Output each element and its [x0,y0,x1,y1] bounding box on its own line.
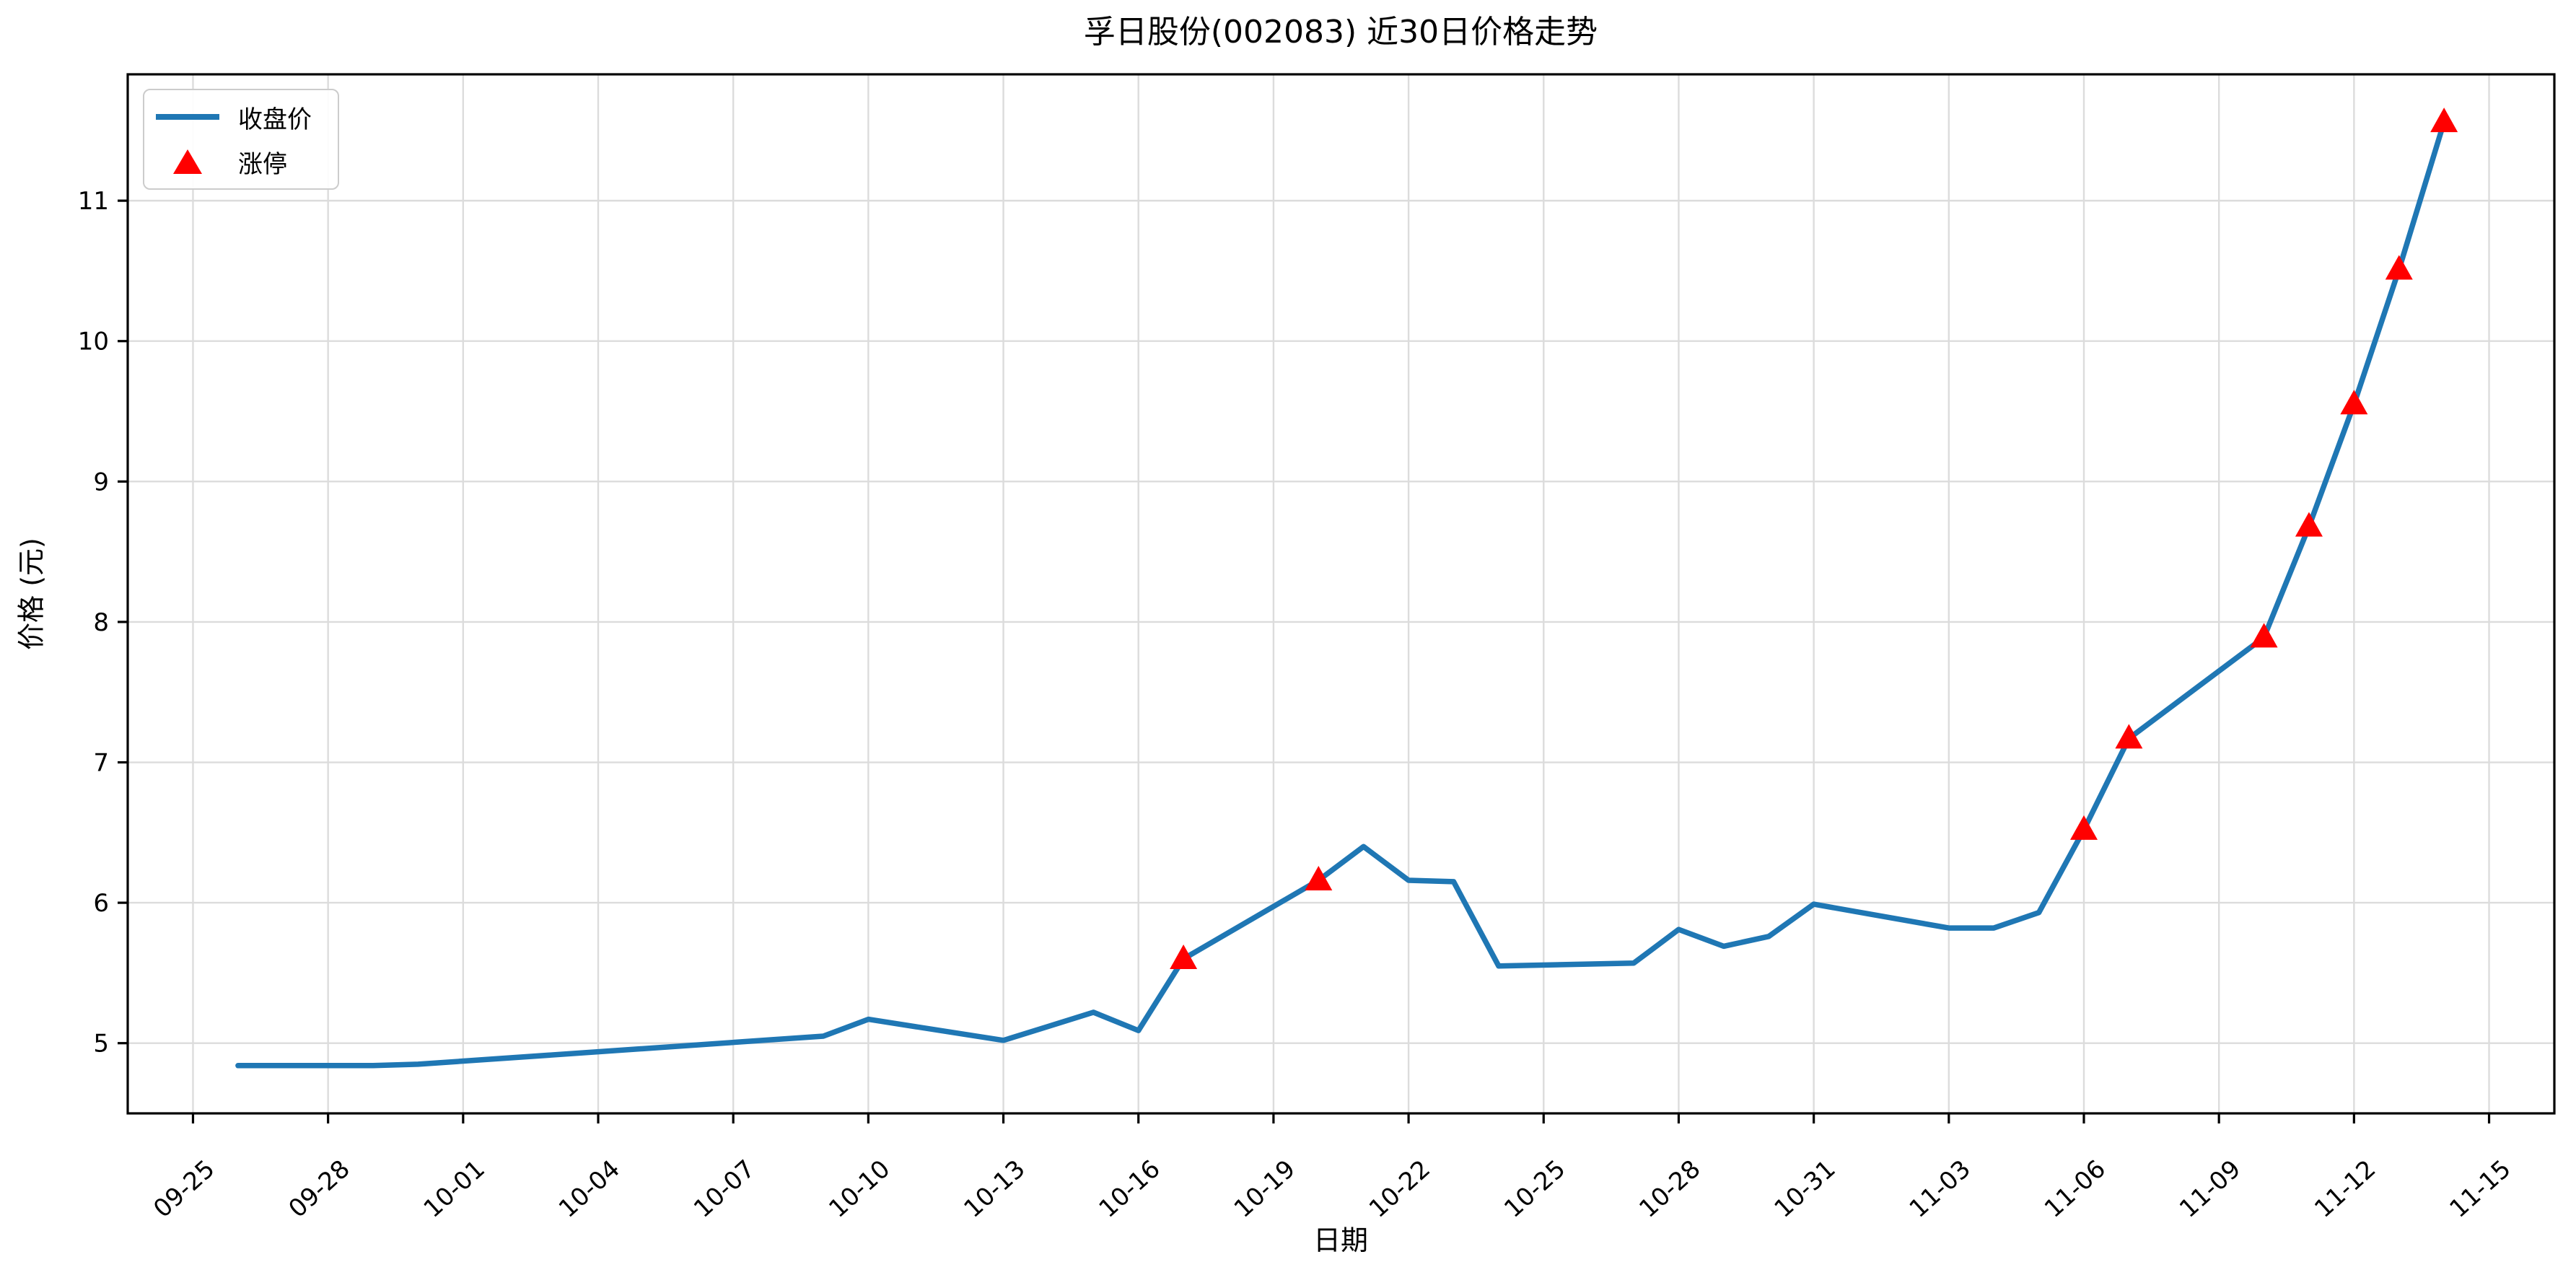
y-tick-label: 6 [93,889,109,918]
x-tick-label: 10-07 [688,1154,761,1224]
legend-label-limit-up: 涨停 [238,149,287,179]
x-tick-label: 10-04 [553,1154,626,1224]
limit-up-marker [2340,390,2368,415]
legend: 收盘价 涨停 [143,89,339,190]
x-tick-label: 11-12 [2309,1154,2381,1224]
limit-up-marker [2385,255,2413,280]
y-tick-label: 8 [93,608,109,637]
legend-item-close-price: 收盘价 [156,100,323,134]
limit-up-marker [2069,815,2098,840]
y-axis-title: 价格 (元) [15,538,48,650]
x-tick-label: 10-16 [1094,1154,1166,1224]
y-tick-label: 5 [93,1030,109,1059]
plot-border [126,73,2556,1115]
x-tick-label: 10-31 [1769,1154,1841,1224]
legend-label-close-price: 收盘价 [238,105,312,134]
limit-up-marker [2430,108,2458,133]
y-tick-label: 7 [93,749,109,778]
x-tick-label: 10-13 [958,1154,1030,1224]
x-tick-label: 10-10 [823,1154,895,1224]
x-tick-label: 11-15 [2444,1154,2516,1224]
x-tick-label: 09-28 [283,1154,355,1224]
x-tick-label: 10-28 [1634,1154,1706,1224]
x-tick-label: 10-25 [1499,1154,1571,1224]
legend-item-limit-up: 涨停 [156,145,323,179]
y-tick-label: 11 [78,187,109,216]
x-tick-label: 09-25 [148,1154,220,1224]
x-tick-label: 10-19 [1229,1154,1301,1224]
x-tick-label: 11-06 [2039,1154,2111,1224]
limit-up-marker [1170,944,1198,969]
limit-up-marker [2115,724,2143,749]
limit-up-marker [2295,512,2323,537]
x-tick-label: 10-01 [419,1154,491,1224]
limit-up-triangle-icon [156,149,219,174]
y-tick-label: 9 [93,468,109,496]
chart-title: 孚日股份(002083) 近30日价格走势 [1083,14,1598,51]
limit-up-marker [1305,865,1333,890]
x-tick-label: 10-22 [1364,1154,1436,1224]
x-tick-label: 11-03 [1904,1154,1976,1224]
close-price-line-icon [156,114,219,120]
x-tick-label: 11-09 [2174,1154,2246,1224]
y-tick-label: 10 [78,328,109,356]
x-axis-title: 日期 [1313,1224,1369,1256]
close-price-line [235,119,2447,1069]
limit-up-marker [2250,623,2278,648]
